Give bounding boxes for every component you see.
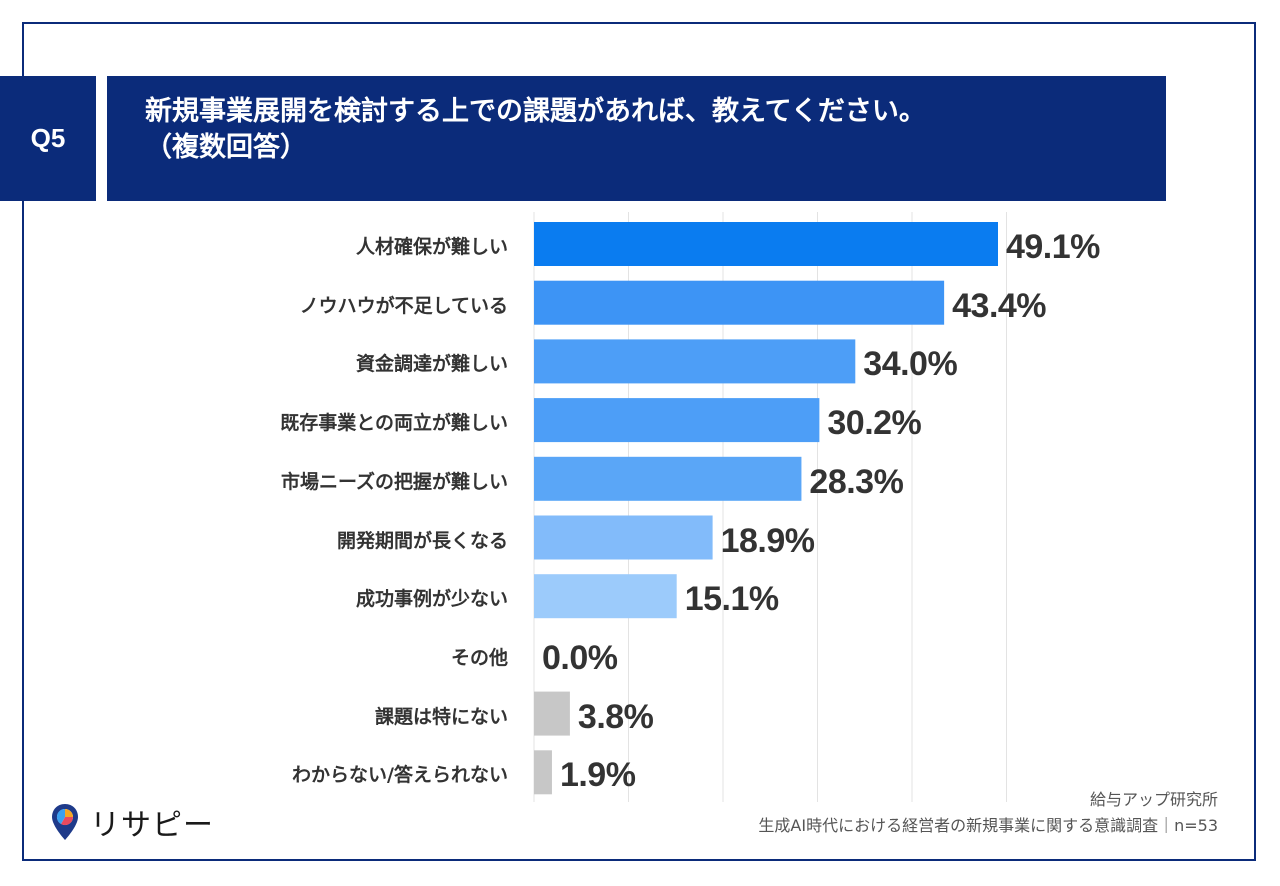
bar <box>534 574 677 619</box>
logo: リサピー <box>50 800 214 844</box>
source-survey: 生成AI時代における経営者の新規事業に関する意識調査｜n=53 <box>758 816 1218 835</box>
bar <box>534 280 945 325</box>
data-label: 43.4% <box>952 286 1047 325</box>
category-label: 資金調達が難しい <box>355 353 508 376</box>
data-label: 1.9% <box>559 756 636 795</box>
question-badge: Q5 <box>0 76 96 201</box>
bar <box>534 222 998 266</box>
map-pin-icon <box>52 804 78 840</box>
category-label: ノウハウが不足している <box>299 294 508 317</box>
bar <box>534 515 713 560</box>
bar <box>534 339 856 384</box>
bar <box>534 398 820 443</box>
category-label: わからない/答えられない <box>292 764 508 787</box>
data-label: 3.8% <box>577 697 654 736</box>
bar <box>534 456 802 501</box>
category-label: 成功事例が少ない <box>355 588 508 611</box>
category-label: 課題は特にない <box>374 705 508 728</box>
category-label: 人材確保が難しい <box>355 236 508 258</box>
question-title-line1: 新規事業展開を検討する上での課題があれば、教えてください。 <box>145 96 926 127</box>
category-label: 市場ニーズの把握が難しい <box>280 470 508 493</box>
data-label: 34.0% <box>863 345 958 384</box>
data-label: 30.2% <box>827 404 922 443</box>
bar <box>534 750 552 795</box>
source-org: 給与アップ研究所 <box>1089 790 1218 809</box>
logo-text: リサピー <box>90 808 214 843</box>
category-label: その他 <box>450 646 508 669</box>
data-label: 49.1% <box>1005 228 1100 266</box>
data-label: 0.0% <box>542 638 618 677</box>
data-label: 28.3% <box>809 462 904 501</box>
bar <box>534 691 570 736</box>
category-label: 既存事業との両立が難しい <box>280 412 508 435</box>
question-title-line2: （複数回答） <box>145 132 307 163</box>
data-label: 18.9% <box>720 521 815 560</box>
data-label: 15.1% <box>684 580 779 619</box>
question-title: 新規事業展開を検討する上での課題があれば、教えてください。 （複数回答） <box>107 76 1166 201</box>
category-label: 開発期間が長くなる <box>336 529 508 552</box>
